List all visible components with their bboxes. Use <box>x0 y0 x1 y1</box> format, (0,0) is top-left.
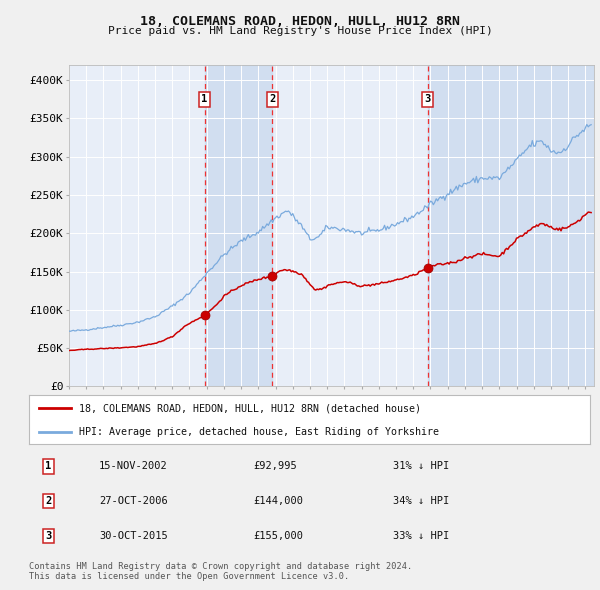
Text: 18, COLEMANS ROAD, HEDON, HULL, HU12 8RN: 18, COLEMANS ROAD, HEDON, HULL, HU12 8RN <box>140 15 460 28</box>
Bar <box>428 65 594 386</box>
Text: 1: 1 <box>46 461 52 471</box>
Text: 15-NOV-2002: 15-NOV-2002 <box>99 461 167 471</box>
Text: 31% ↓ HPI: 31% ↓ HPI <box>394 461 450 471</box>
Text: 33% ↓ HPI: 33% ↓ HPI <box>394 531 450 541</box>
Text: 27-OCT-2006: 27-OCT-2006 <box>99 496 167 506</box>
Text: £144,000: £144,000 <box>253 496 303 506</box>
Text: 3: 3 <box>46 531 52 541</box>
Text: This data is licensed under the Open Government Licence v3.0.: This data is licensed under the Open Gov… <box>29 572 349 581</box>
Text: 30-OCT-2015: 30-OCT-2015 <box>99 531 167 541</box>
Text: HPI: Average price, detached house, East Riding of Yorkshire: HPI: Average price, detached house, East… <box>79 427 439 437</box>
Text: £92,995: £92,995 <box>253 461 297 471</box>
Text: £155,000: £155,000 <box>253 531 303 541</box>
Text: 34% ↓ HPI: 34% ↓ HPI <box>394 496 450 506</box>
Text: 2: 2 <box>269 94 275 104</box>
Bar <box>205 65 272 386</box>
Text: Price paid vs. HM Land Registry's House Price Index (HPI): Price paid vs. HM Land Registry's House … <box>107 26 493 36</box>
Text: Contains HM Land Registry data © Crown copyright and database right 2024.: Contains HM Land Registry data © Crown c… <box>29 562 412 571</box>
Text: 1: 1 <box>202 94 208 104</box>
Text: 2: 2 <box>46 496 52 506</box>
Text: 3: 3 <box>424 94 431 104</box>
Text: 18, COLEMANS ROAD, HEDON, HULL, HU12 8RN (detached house): 18, COLEMANS ROAD, HEDON, HULL, HU12 8RN… <box>79 404 421 414</box>
